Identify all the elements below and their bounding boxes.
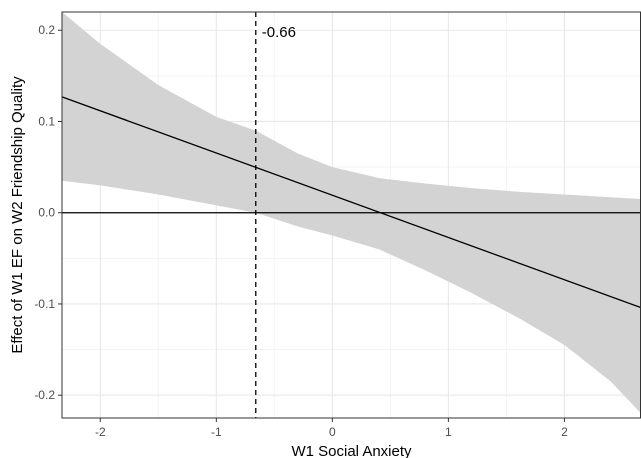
- x-tick-label: -2: [95, 425, 106, 439]
- x-tick-label: 1: [445, 425, 452, 439]
- x-axis-title: W1 Social Anxiety: [291, 443, 412, 458]
- x-axis-ticks: -2 -1 0 1 2: [95, 418, 568, 439]
- x-tick-label: 0: [329, 425, 336, 439]
- y-tick-label: -0.2: [34, 388, 55, 402]
- jn-boundary-label: -0.66: [262, 24, 296, 41]
- effect-line: [61, 96, 641, 309]
- y-tick-label: -0.1: [34, 297, 55, 311]
- x-tick-label: -1: [211, 425, 222, 439]
- y-tick-label: 0.2: [38, 23, 55, 37]
- y-tick-label: 0.1: [38, 114, 55, 128]
- x-tick-label: 2: [561, 425, 568, 439]
- y-tick-label: 0.0: [38, 206, 55, 220]
- y-axis-title: Effect of W1 EF on W2 Friendship Quality: [9, 76, 26, 354]
- y-axis-ticks: 0.2 0.1 0.0 -0.1 -0.2: [34, 23, 62, 402]
